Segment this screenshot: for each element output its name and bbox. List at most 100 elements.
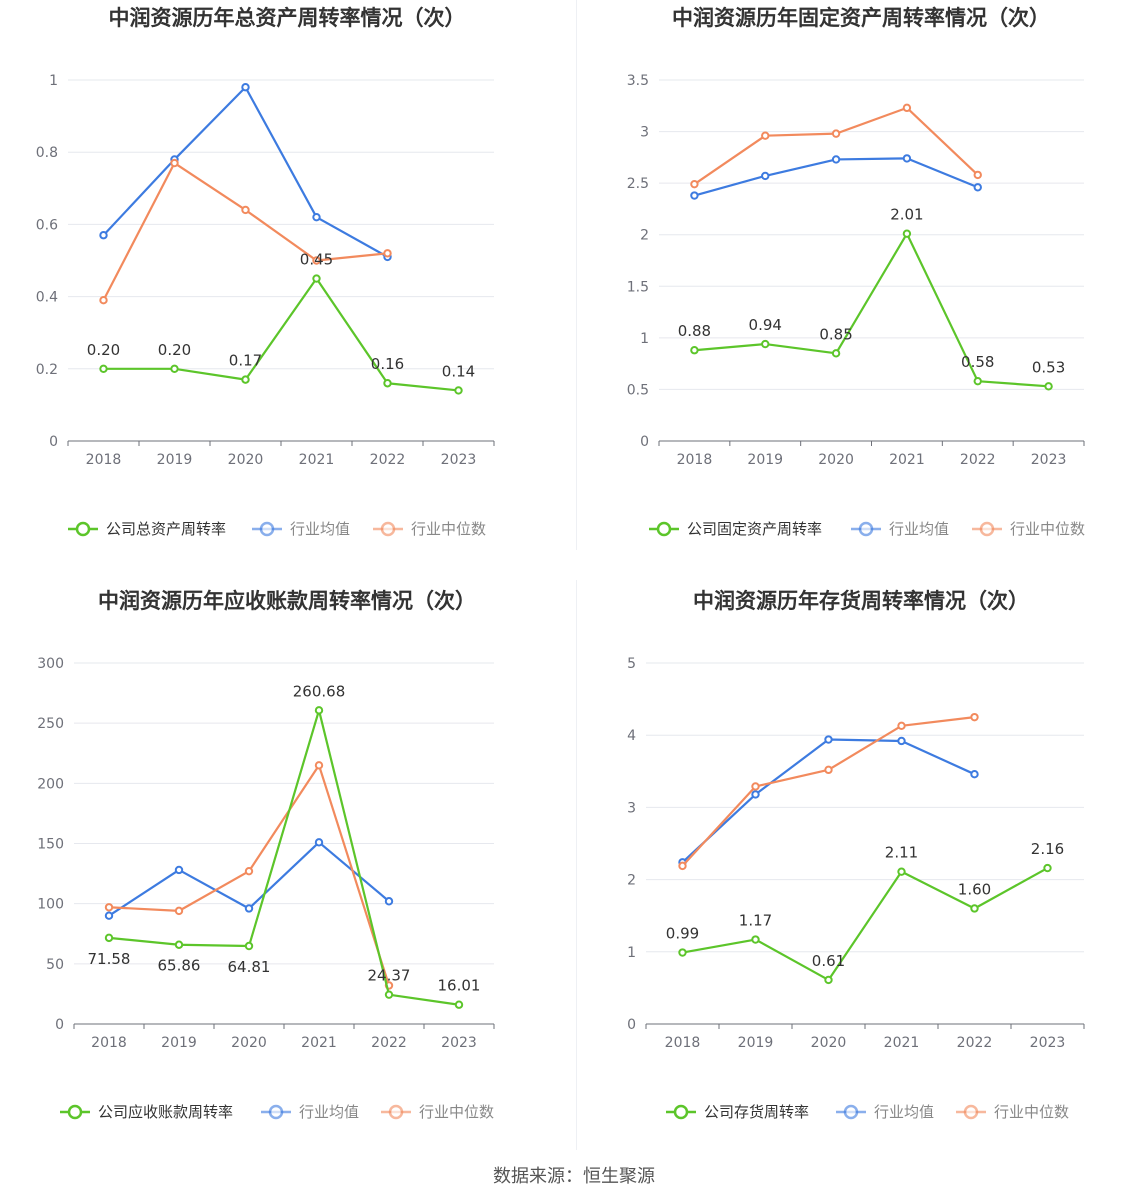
data-label: 65.86 <box>158 957 201 975</box>
x-tick-label: 2023 <box>1030 1035 1066 1051</box>
legend: 公司存货周转率 行业均值 行业中位数 <box>666 1103 1069 1121</box>
legend-marker <box>963 1104 979 1120</box>
data-point-median <box>383 249 392 258</box>
data-label: 0.88 <box>678 322 711 340</box>
series-line-avg <box>102 86 389 258</box>
y-tick-label: 4 <box>627 728 636 744</box>
series-line-company <box>103 277 459 392</box>
data-point-median <box>970 712 979 722</box>
series-avg <box>690 154 982 200</box>
data-point-company <box>761 339 770 349</box>
chart-fixed-asset-turnover: 中润资源历年固定资产周转率情况（次） 0 0.5 1 1.5 2 2.5 3 3.5 2018 20… <box>574 0 1148 570</box>
legend-marker <box>268 1104 284 1120</box>
legend-label: 公司固定资产周转率 <box>687 520 822 538</box>
series-median <box>99 158 392 305</box>
data-point-company <box>831 349 841 358</box>
x-tick-label: 2019 <box>738 1035 774 1051</box>
legend-marker <box>656 521 672 537</box>
y-tick-label: 3 <box>627 800 636 816</box>
y-tick-label: 50 <box>46 957 64 973</box>
series-median <box>678 712 979 871</box>
y-tick-label: 3.5 <box>627 73 649 89</box>
legend-marker <box>388 1104 404 1120</box>
data-point-median <box>314 761 324 770</box>
data-point-company <box>104 933 114 943</box>
series-avg <box>104 838 394 920</box>
x-tick-label: 2018 <box>665 1035 701 1051</box>
y-tick-label: 200 <box>37 776 64 792</box>
data-point-avg <box>241 83 250 92</box>
x-tick-label: 2022 <box>957 1035 993 1051</box>
data-point-company <box>314 706 324 715</box>
series-company: 0.20 0.20 0.17 0.45 0.16 0.14 <box>87 251 475 395</box>
data-point-company <box>244 941 254 951</box>
data-point-median <box>312 256 321 265</box>
data-label: 2.11 <box>885 844 918 862</box>
x-axis: 2018 2019 2020 2021 2022 2023 <box>73 1023 495 1051</box>
series-line-company <box>682 867 1049 982</box>
data-point-company <box>824 975 833 985</box>
data-point-median <box>897 721 906 731</box>
x-tick-label: 2019 <box>747 452 783 468</box>
series-company: 0.88 0.94 0.85 2.01 0.58 0.53 <box>678 206 1065 391</box>
data-point-median <box>824 765 833 775</box>
data-point-company <box>678 948 687 957</box>
chart-total-asset-turnover: 中润资源历年总资产周转率情况（次） 0 0.2 0.4 0.6 0.8 1 2018 2019 2… <box>0 0 574 570</box>
x-tick-label: 2021 <box>301 1035 337 1051</box>
legend-label: 行业均值 <box>889 520 949 538</box>
y-tick-label: 250 <box>37 716 64 732</box>
data-point-company <box>174 940 184 949</box>
legend-label: 行业均值 <box>299 1103 359 1121</box>
legend-label: 行业均值 <box>290 520 350 538</box>
y-tick-label: 0.5 <box>627 382 649 398</box>
data-point-median <box>99 296 108 305</box>
legend-marker <box>75 521 91 537</box>
data-point-avg <box>244 904 254 913</box>
data-point-company <box>384 990 394 999</box>
legend-label: 行业中位数 <box>411 520 486 538</box>
x-tick-label: 2022 <box>370 452 406 468</box>
chart-title: 中润资源历年固定资产周转率情况（次） <box>672 6 1050 30</box>
x-tick-label: 2020 <box>228 452 264 468</box>
column-divider-top <box>576 0 577 550</box>
x-tick-label: 2018 <box>91 1035 127 1051</box>
column-divider-bottom <box>576 580 577 1150</box>
data-label: 0.20 <box>87 341 120 359</box>
legend: 公司应收账款周转率 行业均值 行业中位数 <box>60 1103 494 1121</box>
legend-item-avg: 行业均值 <box>836 1103 934 1121</box>
data-label: 0.14 <box>442 362 475 380</box>
legend-label: 行业中位数 <box>1010 520 1085 538</box>
data-point-median <box>751 782 760 791</box>
data-label: 0.45 <box>300 251 333 269</box>
data-label: 0.99 <box>666 925 699 943</box>
data-point-avg <box>831 155 841 164</box>
data-label: 0.94 <box>749 316 782 334</box>
data-point-avg <box>902 154 912 163</box>
y-tick-label: 2.5 <box>627 176 649 192</box>
y-tick-label: 2 <box>640 228 649 244</box>
data-point-company <box>383 379 392 388</box>
data-label: 0.61 <box>812 952 845 970</box>
data-label: 16.01 <box>438 977 481 995</box>
data-label: 0.17 <box>229 352 262 370</box>
x-axis: 2018 2019 2020 2021 2022 2023 <box>67 440 495 468</box>
data-point-median <box>902 103 912 113</box>
y-tick-label: 1.5 <box>627 279 649 295</box>
data-point-company <box>1043 863 1052 873</box>
data-point-company <box>902 229 912 238</box>
y-tick-label: 3 <box>640 125 649 141</box>
y-axis: 0 50 100 150 200 250 300 <box>37 656 494 1033</box>
legend-item-company: 公司总资产周转率 <box>68 520 226 538</box>
data-point-company <box>241 375 250 384</box>
legend: 公司总资产周转率 行业均值 行业中位数 <box>68 520 486 538</box>
data-point-avg <box>314 838 324 847</box>
series-line-company <box>108 709 460 1006</box>
x-tick-label: 2023 <box>1031 452 1067 468</box>
legend-marker <box>858 521 874 537</box>
x-axis: 2018 2019 2020 2021 2022 2023 <box>658 440 1085 468</box>
data-point-company <box>312 274 321 283</box>
x-tick-label: 2021 <box>884 1035 920 1051</box>
data-point-avg <box>99 231 108 240</box>
